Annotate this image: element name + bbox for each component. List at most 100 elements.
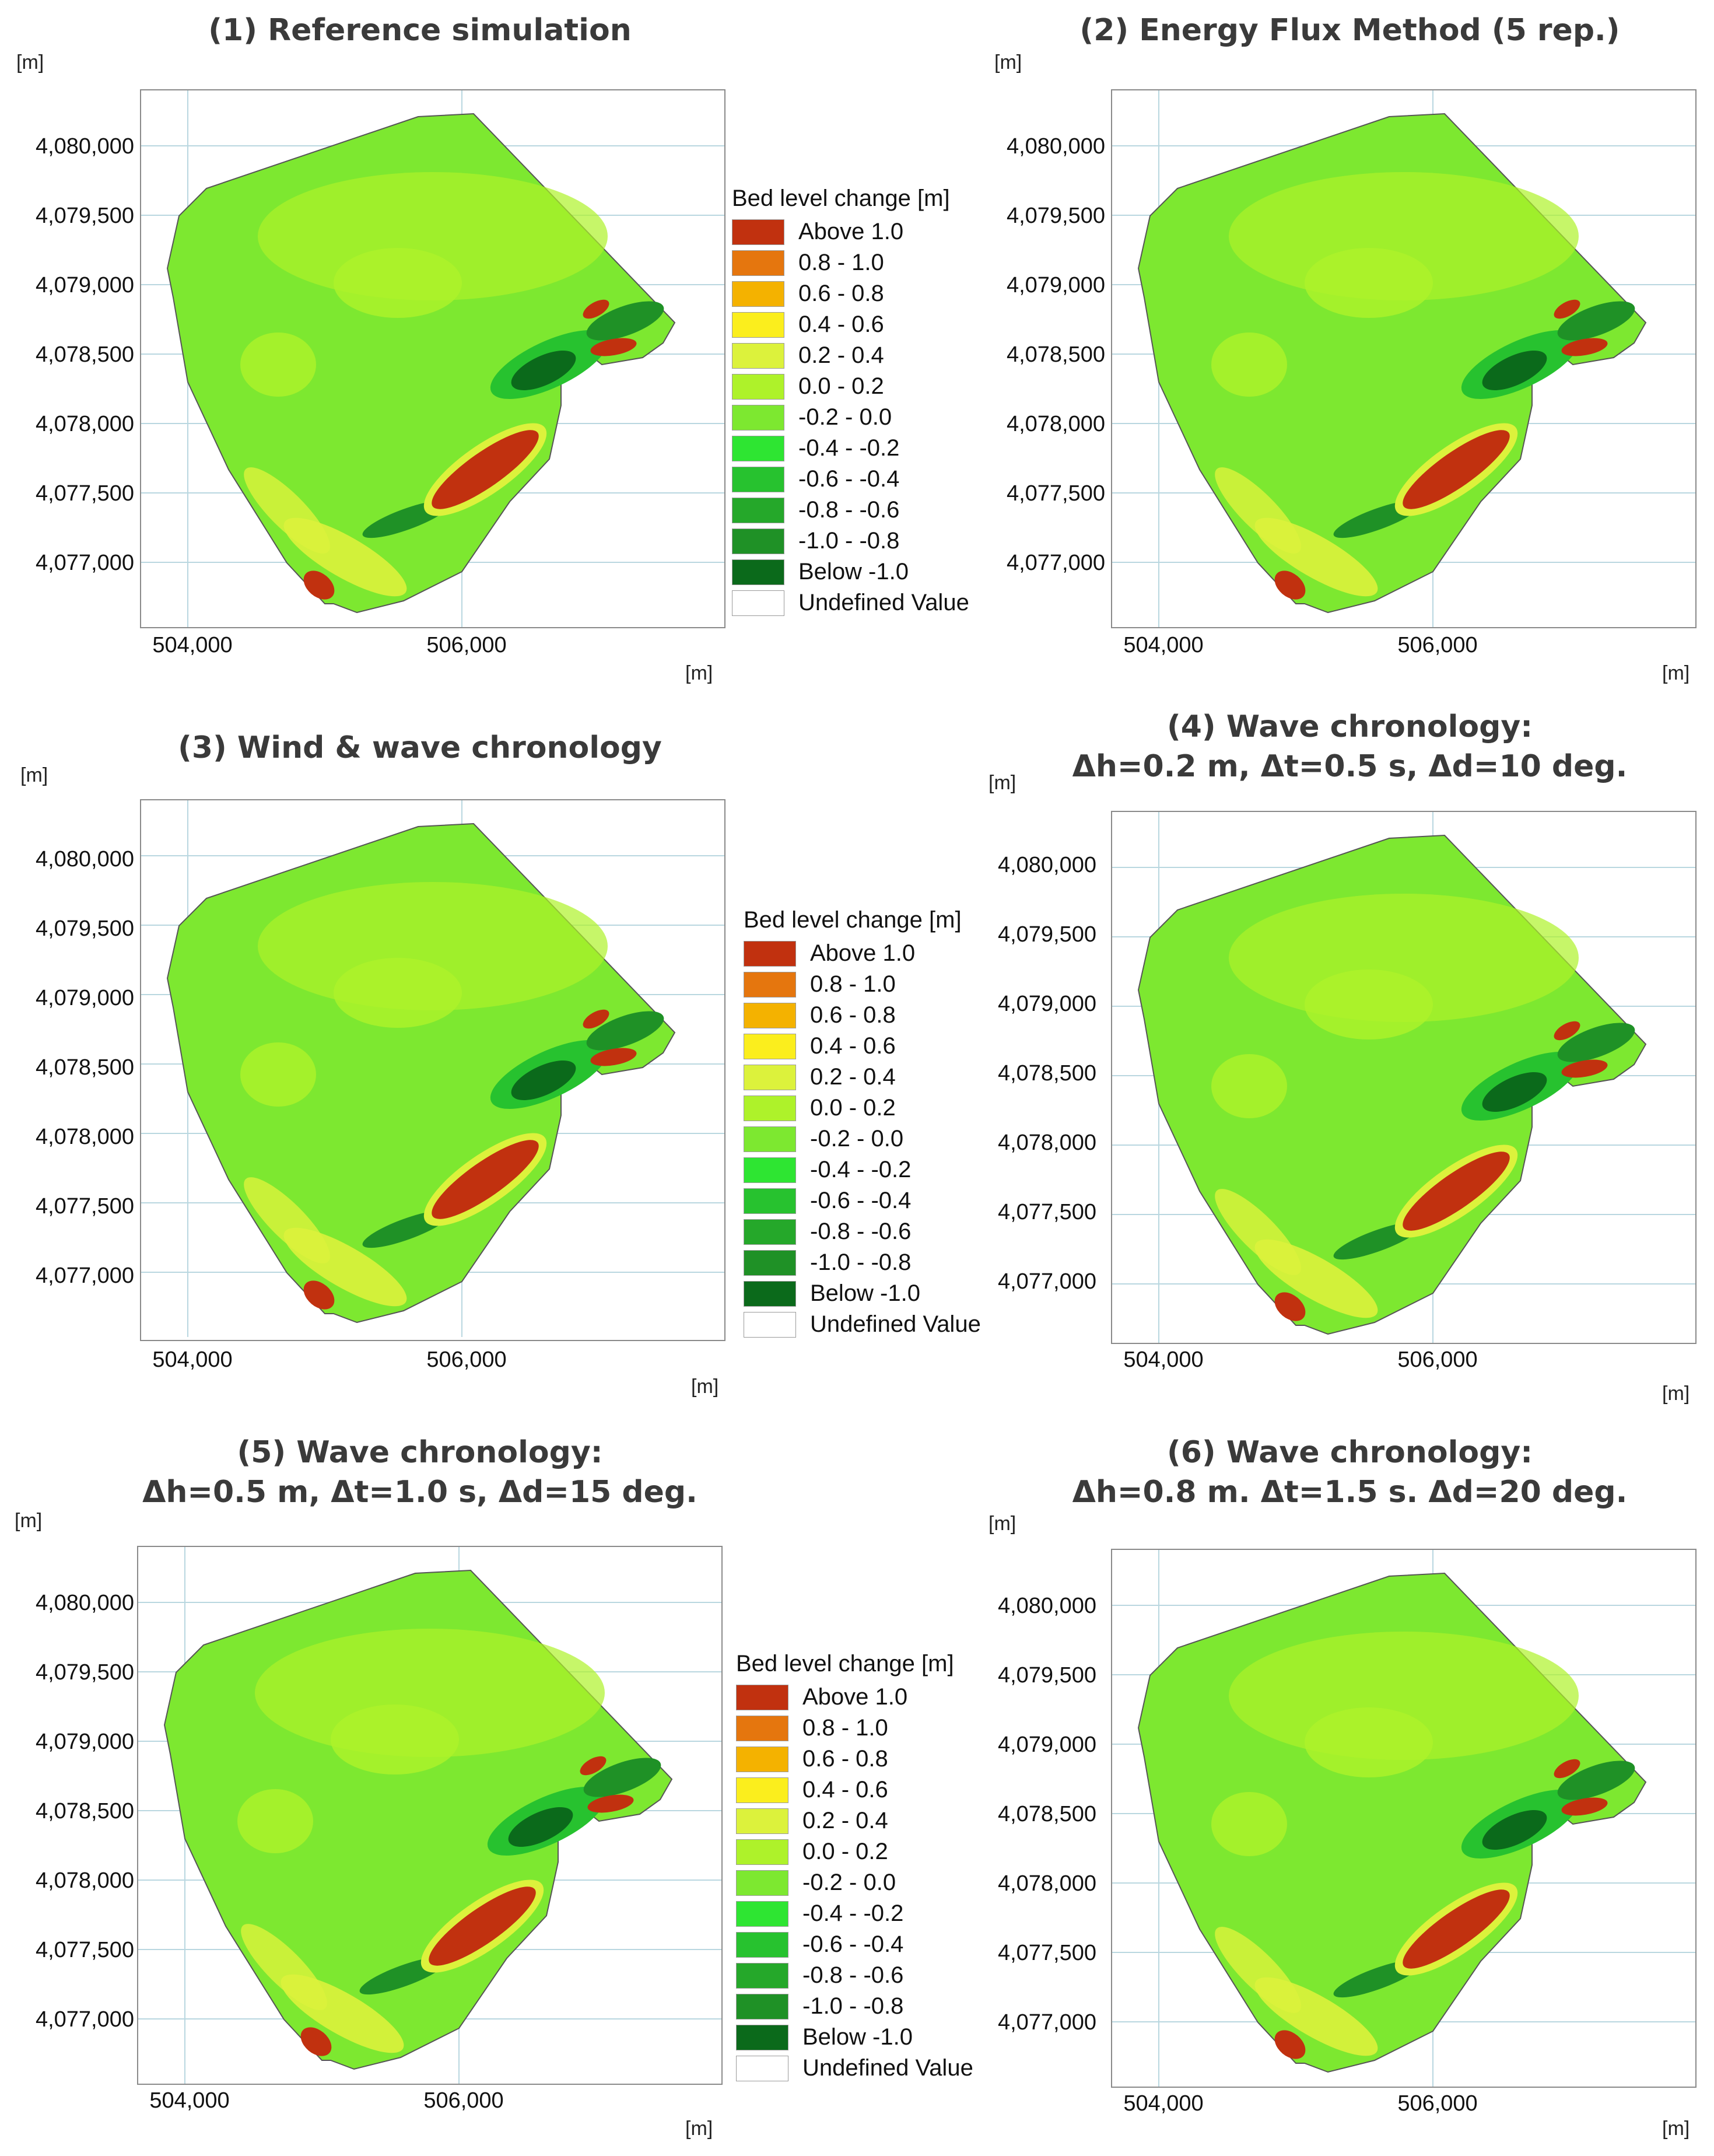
legend-swatch xyxy=(744,1095,796,1121)
x-tick: 506,000 xyxy=(426,633,507,657)
y-tick: 4,077,000 xyxy=(35,551,134,575)
map-frame[interactable] xyxy=(1111,89,1697,628)
legend-label: -0.4 - -0.2 xyxy=(802,1901,904,1926)
y-tick: 4,080,000 xyxy=(35,1591,134,1615)
zone-accretion xyxy=(1305,1707,1433,1777)
y-tick: 4,079,000 xyxy=(35,273,134,298)
zone-accretion xyxy=(1215,1189,1301,1275)
zone-deposition xyxy=(590,338,637,356)
panel-title: (4) Wave chronology: Δh=0.2 m, Δt=0.5 s,… xyxy=(1072,709,1628,784)
legend-swatch xyxy=(744,971,796,998)
zone-deposition xyxy=(1561,338,1608,356)
map-panel-5: (5) Wave chronology: Δh=0.5 m, Δt=1.0 s,… xyxy=(0,1429,840,2156)
x-tick: 504,000 xyxy=(149,2088,230,2113)
legend-item: 0.8 - 1.0 xyxy=(732,247,969,278)
legend-label: 0.4 - 0.6 xyxy=(802,1777,888,1803)
legend-item: 0.6 - 0.8 xyxy=(736,1744,973,1774)
legend-item: -1.0 - -0.8 xyxy=(732,526,969,556)
legend-label: -0.8 - -0.6 xyxy=(810,1219,912,1244)
zone-erosion xyxy=(1482,1072,1547,1112)
legend-2: Bed level change [m] Above 1.0 0.8 - 1.0 0.… xyxy=(744,907,981,1340)
zone-deposition xyxy=(303,1280,335,1310)
legend-swatch xyxy=(736,1746,788,1772)
legend-swatch xyxy=(744,1002,796,1028)
legend-label: 0.8 - 1.0 xyxy=(810,971,896,997)
y-unit-label: [m] xyxy=(20,764,48,786)
map-frame[interactable] xyxy=(1111,1549,1697,2088)
legend-swatch xyxy=(732,373,784,400)
zone-erosion xyxy=(511,350,576,391)
zone-deposition xyxy=(1554,1021,1580,1041)
zone-deposition xyxy=(1274,570,1306,600)
legend-item: Below -1.0 xyxy=(736,2022,973,2053)
legend-swatch xyxy=(736,1808,788,1834)
legend-label: -0.2 - 0.0 xyxy=(798,404,892,430)
legend-item: 0.2 - 0.4 xyxy=(736,1805,973,1836)
legend-item: 0.4 - 0.6 xyxy=(744,1031,981,1062)
y-tick: 4,078,000 xyxy=(1006,412,1105,436)
map-frame[interactable] xyxy=(1111,811,1697,1344)
zone-deposition xyxy=(1274,1292,1306,1321)
y-tick: 4,077,500 xyxy=(35,1194,134,1219)
legend-item: -1.0 - -0.8 xyxy=(736,1991,973,2022)
legend-label: Above 1.0 xyxy=(810,940,916,966)
zone-accretion xyxy=(1211,1792,1287,1856)
legend-label: 0.8 - 1.0 xyxy=(802,1715,888,1741)
x-tick: 506,000 xyxy=(423,2088,504,2113)
legend-label: -0.8 - -0.6 xyxy=(798,497,900,523)
map-frame[interactable] xyxy=(140,89,725,628)
legend-label: 0.8 - 1.0 xyxy=(798,250,884,275)
legend-swatch xyxy=(732,466,784,492)
y-tick: 4,078,500 xyxy=(997,1061,1096,1086)
legend-label: -1.0 - -0.8 xyxy=(810,1250,912,1275)
legend-swatch xyxy=(736,1962,788,1989)
legend-label: -0.6 - -0.4 xyxy=(798,466,900,492)
y-tick: 4,077,000 xyxy=(35,1264,134,1288)
y-tick: 4,079,500 xyxy=(997,1663,1096,1688)
zone-erosion xyxy=(586,301,664,341)
zone-erosion xyxy=(586,1011,664,1051)
legend-swatch xyxy=(736,2024,788,2050)
map-canvas xyxy=(141,800,724,1337)
legend-item: 0.8 - 1.0 xyxy=(736,1713,973,1744)
zone-accretion xyxy=(334,958,462,1028)
x-tick: 506,000 xyxy=(1397,633,1478,657)
legend-item: Above 1.0 xyxy=(736,1682,973,1713)
legend-swatch xyxy=(732,559,784,585)
y-tick: 4,079,000 xyxy=(1006,273,1105,298)
legend-item: -0.8 - -0.6 xyxy=(744,1216,981,1247)
legend-item: -0.8 - -0.6 xyxy=(736,1960,973,1991)
panel-title: (2) Energy Flux Method (5 rep.) xyxy=(1079,13,1620,48)
legend-swatch xyxy=(732,404,784,430)
map-frame[interactable] xyxy=(137,1546,723,2085)
legend-swatch xyxy=(744,1126,796,1152)
y-tick: 4,078,500 xyxy=(35,1055,134,1080)
y-tick: 4,078,000 xyxy=(35,1868,134,1893)
legend-swatch xyxy=(732,250,784,276)
legend-label: Below -1.0 xyxy=(810,1280,920,1306)
zone-erosion xyxy=(1557,1023,1635,1062)
map-panel-4: (4) Wave chronology: Δh=0.2 m, Δt=0.5 s,… xyxy=(986,700,1714,1429)
legend-swatch xyxy=(744,1250,796,1276)
legend-swatch xyxy=(736,1901,788,1927)
zone-erosion xyxy=(1557,301,1635,341)
x-tick: 504,000 xyxy=(152,633,233,657)
y-tick: 4,079,000 xyxy=(35,1730,134,1754)
legend-swatch xyxy=(736,1870,788,1896)
zone-accretion xyxy=(241,1924,327,2010)
zone-deposition xyxy=(429,1887,536,1966)
legend-swatch xyxy=(744,1033,796,1059)
legend-item: 0.6 - 0.8 xyxy=(732,278,969,309)
legend-item: 0.0 - 0.2 xyxy=(744,1093,981,1124)
y-unit-label: [m] xyxy=(989,1513,1017,1535)
zone-deposition xyxy=(583,1009,609,1029)
legend-swatch xyxy=(744,1157,796,1183)
x-unit-label: [m] xyxy=(685,662,713,684)
x-unit-label: [m] xyxy=(1662,662,1690,684)
zone-deposition xyxy=(580,1756,607,1776)
zone-deposition xyxy=(1554,1759,1580,1779)
map-frame[interactable] xyxy=(140,799,725,1341)
y-tick: 4,077,000 xyxy=(997,1269,1096,1294)
legend-swatch xyxy=(744,1311,796,1338)
zone-deposition xyxy=(432,1140,539,1219)
